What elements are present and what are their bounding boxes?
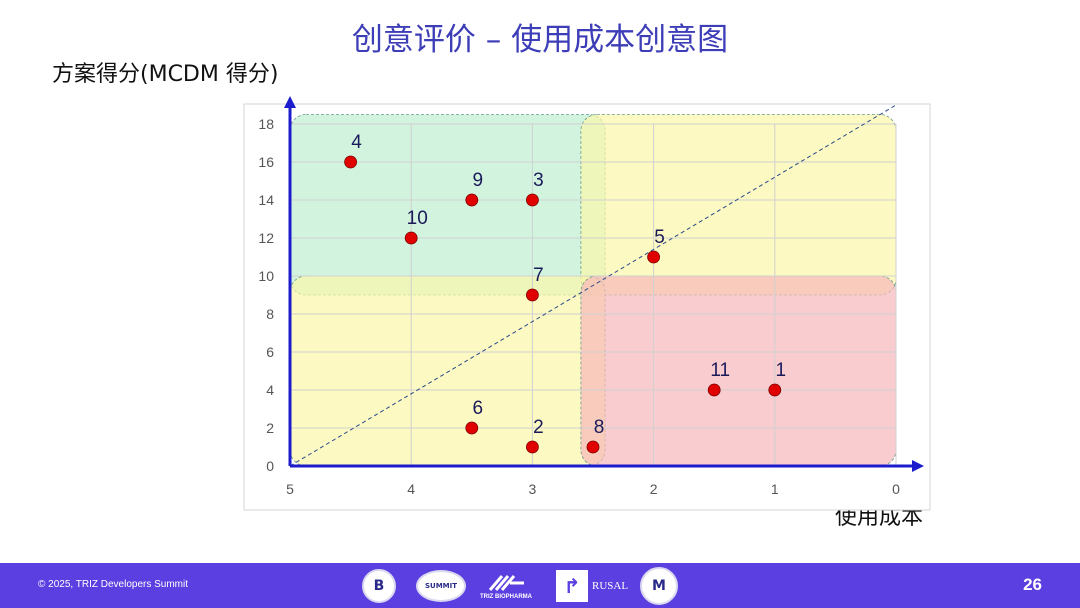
y-tick-label: 0 [266, 458, 274, 474]
axes-layer [284, 96, 924, 472]
y-tick-label: 4 [266, 382, 274, 398]
x-tick-label: 5 [286, 481, 294, 497]
data-point-8 [586, 440, 600, 454]
y-axis-label: 方案得分(MCDM 得分) [52, 62, 279, 87]
point-label-10: 10 [407, 208, 428, 229]
data-point-2 [526, 440, 539, 454]
point-label-2: 2 [533, 417, 544, 438]
biopharma-logo-icon: TRIZ BIOPHARMA [480, 567, 532, 604]
regions-layer [289, 114, 897, 467]
summit-logo-text: SUMMIT [416, 569, 466, 602]
y-tick-label: 2 [266, 420, 274, 436]
region-4 [580, 275, 897, 467]
x-tick-label: 4 [407, 481, 415, 497]
region-3 [289, 275, 606, 467]
point-label-8: 8 [594, 417, 605, 438]
point-label-4: 4 [351, 132, 362, 153]
page-number: 26 [1023, 575, 1042, 594]
rusal-logo-text: RUSAL [592, 579, 629, 592]
x-axis-arrow-icon [912, 460, 924, 472]
region-2 [580, 114, 897, 296]
copyright-text: © 2025, TRIZ Developers Summit [38, 579, 189, 590]
data-point-4 [344, 155, 358, 169]
point-label-9: 9 [473, 170, 484, 191]
point-label-5: 5 [654, 227, 665, 248]
data-point-3 [526, 193, 539, 207]
point-label-11: 11 [710, 360, 730, 381]
biopharma-logo-text: TRIZ BIOPHARMA [480, 593, 532, 600]
data-point-6 [465, 421, 479, 435]
y-tick-label: 12 [258, 230, 274, 246]
footer-bar: © 2025, TRIZ Developers Summit B SUMMIT … [0, 563, 1080, 608]
data-point-5 [647, 250, 660, 264]
data-point-9 [465, 193, 479, 207]
university-logo-icon: B [362, 567, 396, 604]
point-label-7: 7 [533, 265, 544, 286]
y-tick-label: 16 [258, 154, 274, 170]
x-tick-label: 0 [892, 481, 900, 497]
slide-title: 创意评价 – 使用成本创意图 [351, 22, 729, 58]
data-point-1 [768, 383, 782, 397]
data-point-11 [707, 383, 721, 397]
triz-seal-logo-icon: M [640, 566, 678, 605]
y-axis-arrow-icon [284, 96, 296, 108]
point-label-3: 3 [533, 170, 544, 191]
y-tick-label: 14 [258, 192, 274, 208]
y-tick-label: 10 [258, 268, 274, 284]
point-label-6: 6 [473, 398, 484, 419]
grid-layer [290, 123, 897, 466]
x-tick-label: 3 [529, 481, 537, 497]
x-tick-label: 2 [650, 481, 658, 497]
biopharma-mark-icon [488, 574, 524, 591]
y-tick-label: 8 [266, 306, 274, 322]
summit-logo-icon: SUMMIT [416, 567, 466, 604]
data-point-7 [526, 288, 539, 302]
y-tick-label: 18 [258, 116, 274, 132]
x-tick-label: 1 [771, 481, 779, 497]
rusal-logo-icon: ↱ RUSAL [556, 567, 628, 604]
region-1 [289, 114, 606, 296]
data-point-10 [404, 231, 418, 245]
point-label-1: 1 [776, 360, 787, 381]
diagonal-dashed-line [289, 104, 897, 467]
y-tick-label: 6 [266, 344, 274, 360]
